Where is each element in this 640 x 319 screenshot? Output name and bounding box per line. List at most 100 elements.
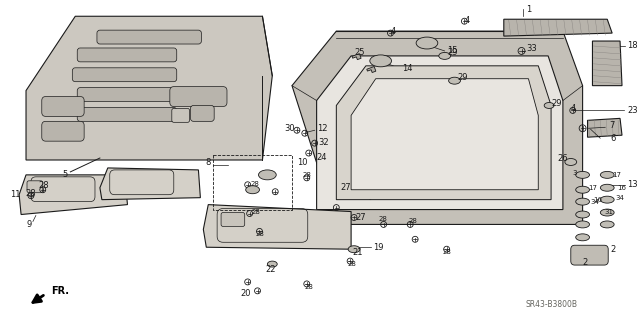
Ellipse shape [600, 209, 614, 216]
Ellipse shape [268, 261, 277, 267]
FancyBboxPatch shape [170, 87, 227, 107]
Text: 11: 11 [11, 190, 21, 199]
Ellipse shape [439, 52, 451, 59]
Text: 28: 28 [38, 181, 49, 190]
Polygon shape [337, 66, 551, 200]
Text: 19: 19 [372, 243, 383, 252]
Text: SR43-B3800B: SR43-B3800B [525, 300, 577, 309]
Text: 16: 16 [618, 185, 627, 191]
Polygon shape [504, 19, 612, 36]
Text: 21: 21 [353, 248, 364, 257]
FancyBboxPatch shape [571, 245, 608, 265]
Polygon shape [292, 31, 582, 225]
Ellipse shape [576, 198, 589, 205]
Text: 29: 29 [458, 73, 468, 82]
Text: 27: 27 [340, 183, 351, 192]
Text: 33: 33 [527, 44, 537, 54]
Ellipse shape [576, 171, 589, 178]
FancyBboxPatch shape [172, 108, 189, 122]
Ellipse shape [576, 211, 589, 218]
Text: 28: 28 [304, 284, 313, 290]
Text: 34: 34 [590, 199, 599, 204]
Text: 4: 4 [570, 104, 576, 113]
FancyBboxPatch shape [97, 30, 202, 44]
Text: FR.: FR. [51, 286, 68, 296]
Text: 12: 12 [317, 124, 327, 133]
Polygon shape [317, 56, 563, 210]
Polygon shape [204, 204, 351, 249]
FancyBboxPatch shape [42, 97, 84, 116]
Text: 5: 5 [63, 170, 68, 179]
FancyBboxPatch shape [27, 181, 43, 193]
Ellipse shape [576, 221, 589, 228]
Text: 1: 1 [526, 5, 531, 14]
Text: 30: 30 [284, 124, 295, 133]
Text: 4: 4 [391, 26, 396, 36]
Text: 28: 28 [25, 189, 36, 198]
Text: 26: 26 [557, 153, 568, 162]
Text: 23: 23 [627, 106, 637, 115]
Text: 28: 28 [255, 231, 264, 237]
Text: 16: 16 [593, 197, 602, 203]
FancyBboxPatch shape [77, 88, 177, 101]
Text: 28: 28 [250, 181, 259, 187]
Text: 28: 28 [409, 219, 418, 225]
Polygon shape [593, 41, 622, 85]
Ellipse shape [565, 159, 577, 166]
Text: 10: 10 [297, 159, 307, 167]
Ellipse shape [246, 186, 259, 194]
Text: 3: 3 [572, 170, 577, 176]
Text: 29: 29 [447, 48, 458, 57]
Ellipse shape [259, 170, 276, 180]
Text: 4: 4 [465, 16, 470, 25]
Polygon shape [367, 66, 376, 72]
Text: 2: 2 [582, 258, 588, 267]
Ellipse shape [348, 246, 360, 253]
Text: 20: 20 [241, 289, 251, 298]
Text: 28: 28 [378, 217, 387, 222]
Ellipse shape [600, 184, 614, 191]
FancyBboxPatch shape [191, 106, 214, 121]
Text: 13: 13 [627, 180, 637, 189]
Text: 9: 9 [26, 220, 31, 229]
Bar [213, 155, 292, 210]
Text: 34: 34 [616, 195, 625, 201]
Text: 25: 25 [354, 48, 365, 57]
Text: 29: 29 [551, 99, 561, 108]
Text: 6: 6 [611, 134, 616, 143]
Polygon shape [19, 175, 127, 214]
Text: 15: 15 [447, 47, 457, 56]
Text: 17: 17 [588, 185, 597, 191]
Ellipse shape [600, 221, 614, 228]
Text: 32: 32 [319, 138, 329, 147]
Text: 14: 14 [403, 64, 413, 73]
FancyBboxPatch shape [77, 48, 177, 62]
Ellipse shape [416, 37, 438, 49]
Ellipse shape [449, 77, 460, 84]
Text: 28: 28 [251, 209, 260, 215]
Text: 27: 27 [355, 213, 366, 222]
Text: 22: 22 [265, 264, 276, 273]
FancyBboxPatch shape [77, 108, 177, 121]
Text: 17: 17 [612, 172, 621, 178]
Polygon shape [100, 168, 200, 200]
FancyBboxPatch shape [221, 212, 244, 226]
Ellipse shape [576, 186, 589, 193]
Text: 24: 24 [317, 152, 327, 161]
Text: 28: 28 [442, 249, 451, 255]
Text: 2: 2 [610, 245, 616, 254]
Text: 8: 8 [206, 159, 211, 167]
FancyBboxPatch shape [72, 68, 177, 82]
Ellipse shape [576, 234, 589, 241]
Ellipse shape [370, 55, 392, 67]
Text: 28: 28 [348, 261, 356, 267]
Ellipse shape [600, 171, 614, 178]
Ellipse shape [600, 196, 614, 203]
Polygon shape [351, 79, 538, 190]
Text: 31: 31 [605, 209, 614, 215]
Ellipse shape [544, 102, 554, 108]
Polygon shape [26, 16, 272, 160]
Text: 18: 18 [627, 41, 637, 50]
Polygon shape [352, 54, 361, 60]
Text: 28: 28 [302, 172, 311, 178]
